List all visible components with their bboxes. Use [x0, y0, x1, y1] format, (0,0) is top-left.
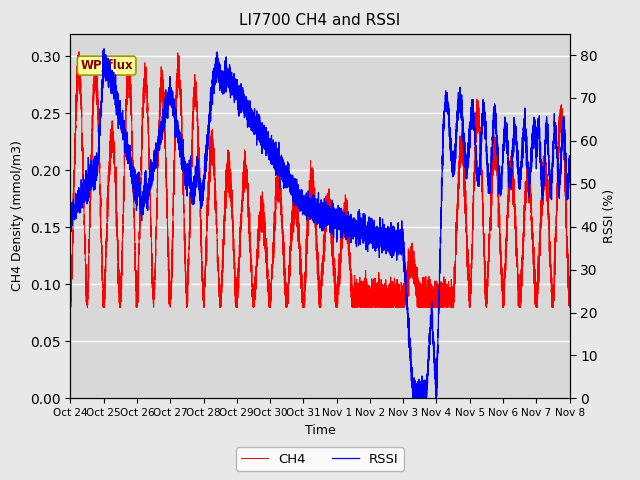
RSSI: [566, 157, 573, 163]
RSSI: [92, 173, 99, 179]
RSSI: [436, 240, 444, 246]
RSSI: [67, 217, 74, 223]
CH4: [566, 288, 573, 294]
CH4: [67, 304, 74, 310]
CH4: [92, 83, 99, 88]
RSSI: [247, 112, 255, 118]
Y-axis label: CH4 Density (mmol/m3): CH4 Density (mmol/m3): [12, 141, 24, 291]
RSSI: [463, 162, 471, 168]
Legend: CH4, RSSI: CH4, RSSI: [236, 447, 404, 471]
Line: RSSI: RSSI: [70, 49, 570, 398]
Y-axis label: RSSI (%): RSSI (%): [603, 189, 616, 243]
RSSI: [409, 396, 417, 401]
Title: LI7700 CH4 and RSSI: LI7700 CH4 and RSSI: [239, 13, 401, 28]
CH4: [436, 289, 444, 295]
RSSI: [384, 237, 392, 243]
Line: CH4: CH4: [70, 52, 570, 307]
X-axis label: Time: Time: [305, 424, 335, 437]
CH4: [362, 276, 370, 281]
CH4: [247, 258, 255, 264]
RSSI: [100, 46, 108, 52]
Text: WP_flux: WP_flux: [81, 59, 133, 72]
CH4: [384, 304, 392, 310]
CH4: [75, 49, 83, 55]
RSSI: [362, 236, 370, 242]
CH4: [463, 249, 471, 255]
